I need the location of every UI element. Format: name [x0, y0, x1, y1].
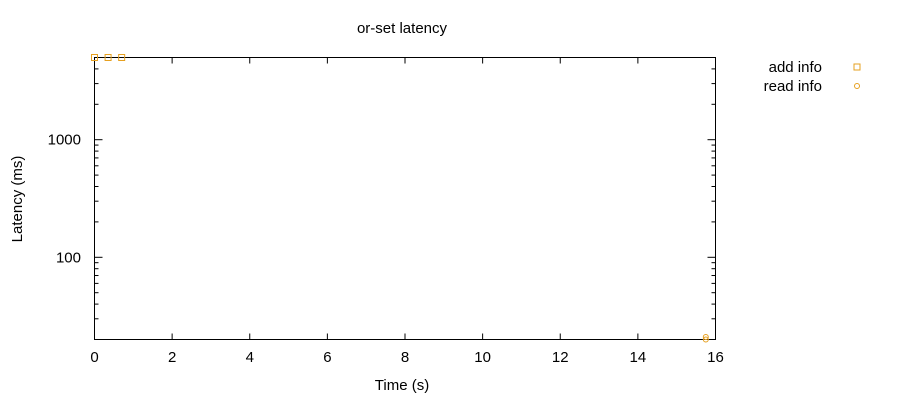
- legend: add info read info: [764, 59, 861, 95]
- x-tick-label: 14: [630, 349, 647, 366]
- add-info-point: [91, 54, 98, 61]
- legend-square-icon: [853, 63, 861, 71]
- legend-circle-icon: [854, 83, 860, 89]
- x-axis-label: Time (s): [375, 377, 429, 394]
- read-info-point: [702, 336, 709, 343]
- x-tick-label: 10: [474, 349, 491, 366]
- add-info-point: [104, 54, 112, 61]
- x-tick-label: 8: [401, 349, 409, 366]
- plot-frame: [94, 57, 716, 340]
- y-axis-label: Latency (ms): [9, 156, 26, 243]
- y-tick-label: 1000: [48, 132, 81, 149]
- data-points: [91, 54, 709, 343]
- x-axis: 0 2 4 6 8 10 12 14 16: [90, 57, 724, 366]
- legend-label: read info: [764, 78, 822, 95]
- chart-title: or-set latency: [357, 20, 448, 37]
- read-info-point: [702, 334, 709, 341]
- y-tick-label: 100: [56, 249, 81, 266]
- x-tick-label: 4: [246, 349, 254, 366]
- legend-label: add info: [769, 59, 822, 76]
- x-tick-label: 12: [552, 349, 569, 366]
- x-tick-label: 16: [707, 349, 724, 366]
- x-tick-label: 6: [323, 349, 331, 366]
- add-info-point: [118, 54, 126, 61]
- x-tick-label: 0: [90, 349, 98, 366]
- y-axis: 100 1000: [48, 57, 716, 340]
- x-tick-label: 2: [168, 349, 176, 366]
